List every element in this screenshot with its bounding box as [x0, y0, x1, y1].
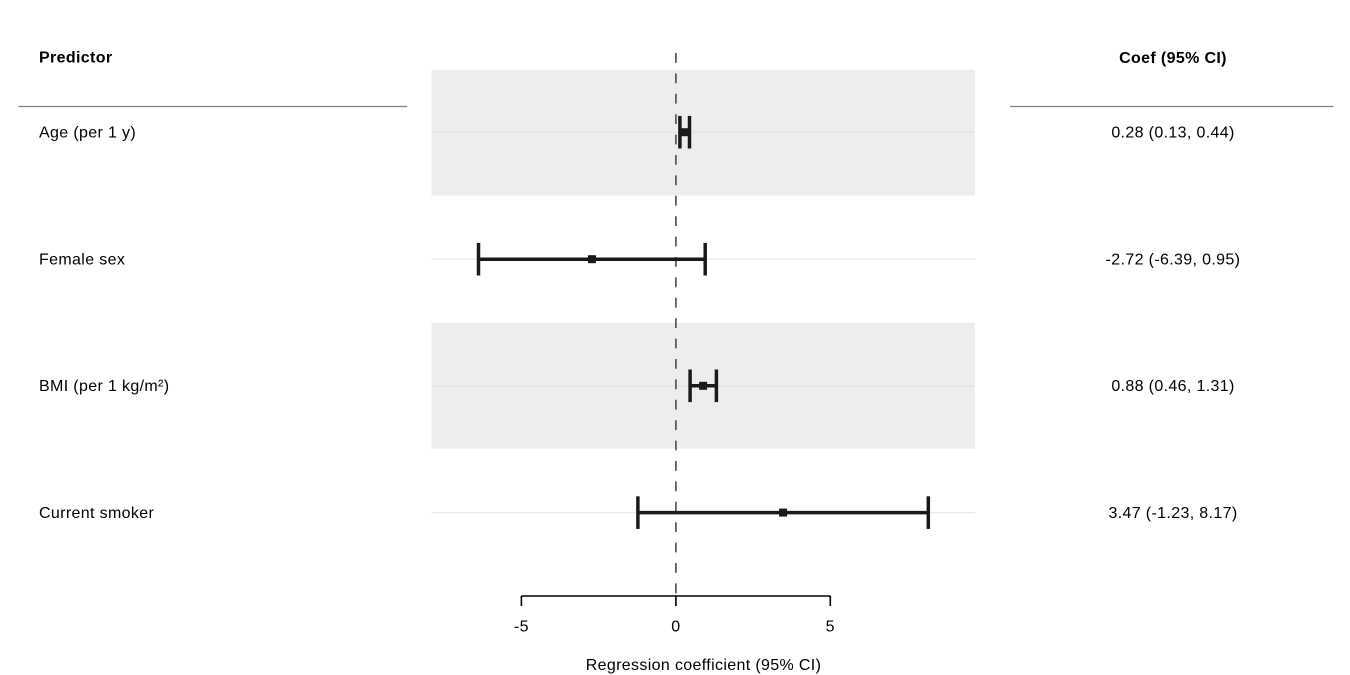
svg-text:Regression coefficient (95% CI: Regression coefficient (95% CI) — [586, 657, 822, 674]
svg-text:3.47 (-1.23, 8.17): 3.47 (-1.23, 8.17) — [1108, 505, 1237, 522]
svg-text:Female sex: Female sex — [39, 251, 125, 268]
svg-text:BMI (per 1 kg/m²): BMI (per 1 kg/m²) — [39, 378, 169, 395]
svg-text:5: 5 — [826, 619, 835, 636]
svg-text:Age (per 1 y): Age (per 1 y) — [39, 124, 136, 141]
svg-text:Predictor: Predictor — [39, 50, 112, 67]
svg-text:-5: -5 — [514, 619, 529, 636]
svg-text:0: 0 — [671, 619, 680, 636]
svg-text:Coef (95% CI): Coef (95% CI) — [1119, 50, 1227, 67]
svg-text:0.28 (0.13, 0.44): 0.28 (0.13, 0.44) — [1111, 124, 1234, 141]
svg-text:0.88 (0.46, 1.31): 0.88 (0.46, 1.31) — [1111, 378, 1234, 395]
svg-text:-2.72 (-6.39, 0.95): -2.72 (-6.39, 0.95) — [1106, 251, 1241, 268]
svg-text:Current smoker: Current smoker — [39, 505, 154, 522]
